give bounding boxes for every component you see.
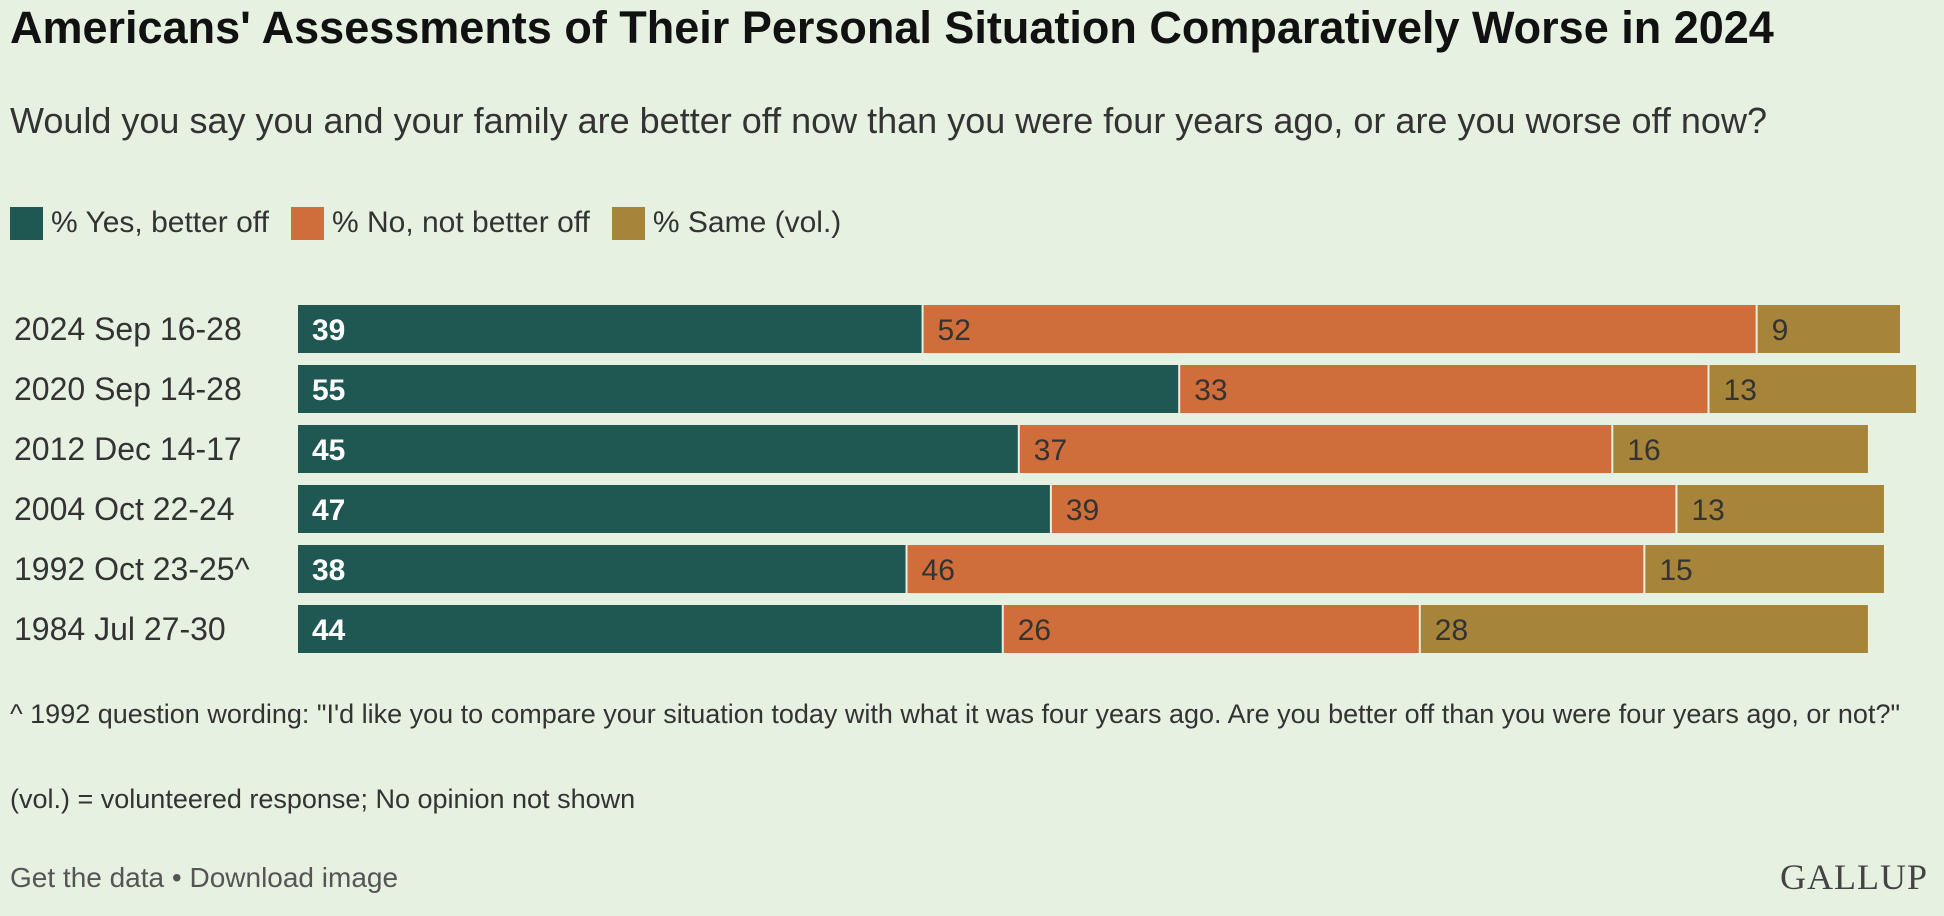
bar-segment-yes <box>298 365 1179 413</box>
stacked-bar-chart: 2024 Sep 16-28 39 52 9 2020 Sep 14-28 55 33 13 2… <box>14 305 1917 653</box>
legend-label-no: % No, not better off <box>331 206 590 239</box>
bar-segment-no <box>1051 485 1676 533</box>
footnote-1992-wording: ^ 1992 question wording: "I'd like you t… <box>10 699 1901 729</box>
bar-segment-yes <box>298 305 922 353</box>
row-label: 2024 Sep 16-28 <box>14 311 242 347</box>
legend-swatch-yes <box>10 206 43 240</box>
row-label: 1992 Oct 23-25^ <box>14 551 250 587</box>
bar-value-yes: 39 <box>312 314 345 347</box>
footnote-volunteered: (vol.) = volunteered response; No opinio… <box>10 784 636 814</box>
bar-value-no: 39 <box>1066 494 1099 527</box>
bar-value-yes: 55 <box>312 374 345 407</box>
legend-label-same: % Same (vol.) <box>652 206 842 239</box>
chart-subtitle: Would you say you and your family are be… <box>10 100 1767 141</box>
bar-value-no: 37 <box>1034 434 1067 467</box>
bar-value-no: 26 <box>1018 614 1051 647</box>
row-label: 1984 Jul 27-30 <box>14 611 226 647</box>
bar-value-yes: 45 <box>312 434 345 467</box>
bar-segment-no <box>1180 365 1708 413</box>
legend-swatch-no <box>290 206 324 240</box>
bar-value-no: 52 <box>938 314 971 347</box>
chart-title: Americans' Assessments of Their Personal… <box>10 2 1774 53</box>
bar-value-same: 13 <box>1691 494 1724 527</box>
row-label: 2012 Dec 14-17 <box>14 431 242 467</box>
legend-item-same: % Same (vol.) <box>611 206 842 240</box>
bar-segment-no <box>1003 605 1419 653</box>
row-label: 2020 Sep 14-28 <box>14 371 242 407</box>
legend-label-yes: % Yes, better off <box>51 206 269 239</box>
legend-item-no: % No, not better off <box>290 206 590 240</box>
bar-value-no: 33 <box>1194 374 1227 407</box>
bar-segment-no <box>923 305 1756 353</box>
download-image-link[interactable]: Download image <box>189 862 399 893</box>
bar-value-same: 28 <box>1435 614 1468 647</box>
footer-links: Get the data • Download image <box>10 862 398 894</box>
get-data-link[interactable]: Get the data <box>10 862 165 893</box>
bar-segment-yes <box>298 485 1050 533</box>
bar-segment-no <box>907 545 1644 593</box>
bar-value-yes: 38 <box>312 554 345 587</box>
bar-value-same: 13 <box>1724 374 1757 407</box>
bar-value-same: 16 <box>1627 434 1660 467</box>
bar-value-same: 15 <box>1659 554 1692 587</box>
bar-segment-same <box>1645 545 1884 593</box>
bar-segment-same <box>1709 365 1917 413</box>
bar-segment-same <box>1420 605 1868 653</box>
bar-value-same: 9 <box>1772 314 1789 347</box>
bar-value-yes: 44 <box>312 614 346 647</box>
bar-value-no: 46 <box>922 554 955 587</box>
footer-separator: • <box>164 862 190 893</box>
bar-value-yes: 47 <box>312 494 345 527</box>
bar-segment-yes <box>298 605 1002 653</box>
bar-segment-same <box>1757 305 1900 353</box>
legend-swatch-same <box>611 206 645 240</box>
legend: % Yes, better off % No, not better off %… <box>10 206 863 240</box>
legend-item-yes: % Yes, better off <box>10 206 269 240</box>
row-label: 2004 Oct 22-24 <box>14 491 235 527</box>
bar-segment-no <box>1019 425 1612 473</box>
bar-segment-same <box>1677 485 1884 533</box>
gallup-logo: GALLUP <box>1780 857 1928 897</box>
bar-segment-yes <box>298 425 1018 473</box>
bar-segment-same <box>1613 425 1868 473</box>
bar-segment-yes <box>298 545 906 593</box>
